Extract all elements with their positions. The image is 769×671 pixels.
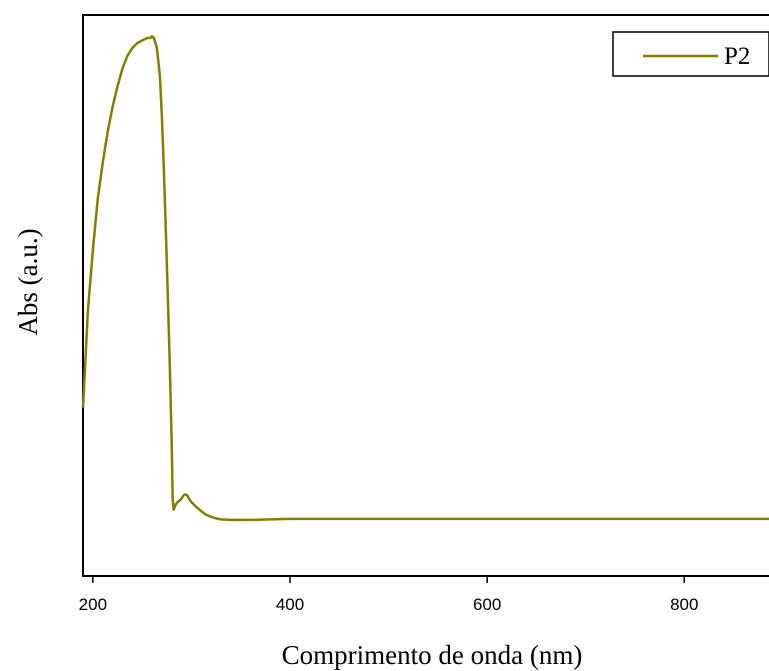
x-axis-ticks (92, 576, 686, 583)
x-axis-title: Comprimento de onda (nm) (282, 640, 583, 670)
x-axis-tick-labels: 200 400 600 800 (79, 595, 699, 614)
plot-frame (82, 14, 769, 577)
legend-box (612, 31, 769, 77)
x-tick-label-800: 800 (670, 595, 698, 614)
legend-label-p2: P2 (724, 43, 750, 70)
x-tick-label-400: 400 (276, 595, 304, 614)
legend: P2 (612, 31, 769, 77)
x-tick-label-200: 200 (79, 595, 107, 614)
y-axis-title: Abs (a.u.) (13, 228, 43, 335)
series-line-p2 (81, 35, 769, 522)
x-tick-label-600: 600 (473, 595, 501, 614)
